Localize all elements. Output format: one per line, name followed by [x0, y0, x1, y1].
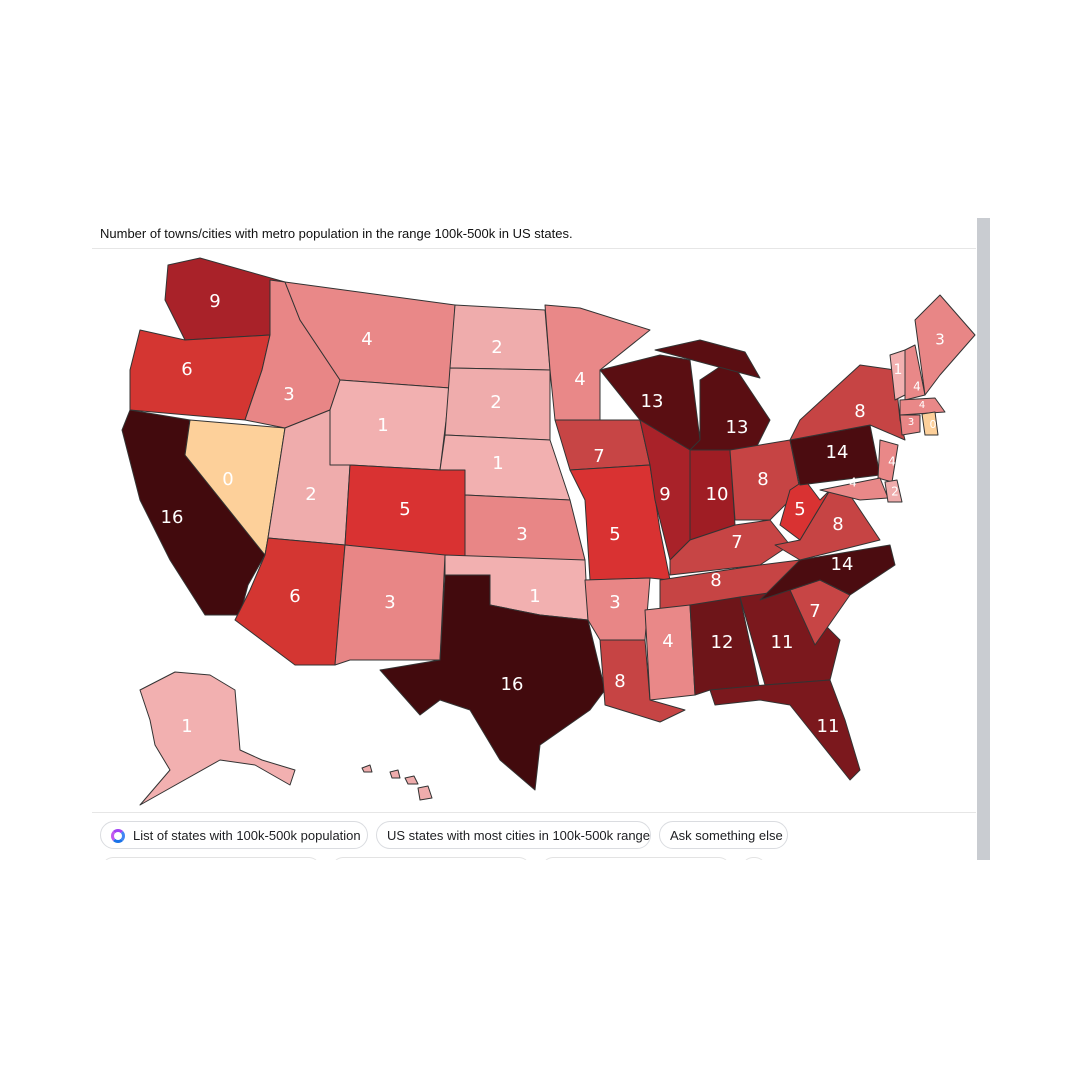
divider — [92, 812, 976, 813]
state-count: 4 — [361, 329, 372, 350]
state — [899, 414, 921, 436]
state-count: 4 — [662, 631, 673, 652]
state-count: 3 — [384, 592, 395, 613]
state-count: 7 — [593, 446, 604, 467]
divider — [92, 248, 976, 249]
chip-label: US states with most cities in 100k-500k … — [387, 828, 651, 843]
state-count: 6 — [181, 359, 192, 380]
background — [0, 860, 1080, 1080]
state-count: 3 — [283, 384, 294, 405]
state-count: 2 — [891, 485, 899, 499]
state — [417, 785, 433, 801]
state — [544, 304, 651, 421]
suggestion-chip[interactable]: US states with most cities in 100k-500k … — [376, 821, 651, 849]
state-count: 9 — [209, 291, 220, 312]
state-count: 5 — [399, 499, 410, 520]
state — [129, 329, 271, 421]
state-count: 4 — [888, 455, 896, 469]
state-count: 2 — [369, 779, 380, 800]
state-count: 11 — [771, 632, 794, 653]
state-count: 8 — [614, 671, 625, 692]
state-count: 12 — [711, 632, 734, 653]
caption: Number of towns/cities with metro popula… — [100, 226, 573, 241]
state — [599, 639, 686, 723]
state-count: 8 — [832, 514, 843, 535]
state-count: 1 — [529, 586, 540, 607]
state — [334, 544, 446, 666]
state — [709, 679, 861, 781]
state-count: 3 — [609, 592, 620, 613]
state — [361, 764, 373, 773]
state — [729, 439, 801, 521]
state-count: 7 — [731, 532, 742, 553]
state-count: 4 — [574, 369, 585, 390]
state — [914, 294, 976, 396]
state-count: 9 — [659, 484, 670, 505]
state-count: 0 — [222, 469, 233, 490]
state-count: 14 — [831, 554, 854, 575]
state-count: 3 — [908, 417, 914, 428]
state — [644, 604, 696, 701]
state — [884, 479, 903, 503]
state-count: 5 — [609, 524, 620, 545]
state-count: 1 — [894, 362, 903, 378]
state-count: 4 — [913, 380, 921, 394]
state-count: 7 — [809, 601, 820, 622]
state-count: 10 — [706, 484, 729, 505]
suggestion-chip[interactable]: List of states with 100k-500k population — [100, 821, 368, 849]
state-count: 5 — [794, 499, 805, 520]
state-count: 6 — [289, 586, 300, 607]
state — [389, 769, 401, 779]
state-count: 4 — [919, 400, 925, 411]
state — [899, 397, 946, 416]
state-count: 13 — [641, 391, 664, 412]
assistant-icon — [111, 829, 125, 843]
state-count: 0 — [930, 418, 937, 431]
state-count: 3 — [935, 331, 945, 349]
state — [789, 364, 906, 441]
state — [669, 519, 791, 576]
chip-label: Ask something else — [670, 828, 783, 843]
state-count: 16 — [501, 674, 524, 695]
state-count: 8 — [710, 570, 721, 591]
state-count: 13 — [726, 417, 749, 438]
state — [164, 257, 286, 341]
state — [379, 574, 606, 791]
state-count: 8 — [757, 469, 768, 490]
state-count: 16 — [161, 507, 184, 528]
state-count: 2 — [490, 392, 501, 413]
state — [139, 671, 296, 806]
state-count: 1 — [181, 716, 192, 737]
state-count: 1 — [492, 453, 503, 474]
state — [329, 379, 451, 471]
state-count: 8 — [854, 401, 865, 422]
scrollbar — [977, 218, 990, 860]
state — [654, 339, 761, 379]
state-count: 11 — [817, 716, 840, 737]
state-count: 14 — [826, 442, 849, 463]
state-count: 4 — [849, 476, 857, 490]
state — [921, 411, 939, 436]
state-count: 2 — [305, 484, 316, 505]
state — [759, 544, 896, 601]
state-count: 2 — [491, 337, 502, 358]
suggestion-chip[interactable]: Ask something else — [659, 821, 788, 849]
state — [404, 775, 419, 785]
chip-label: List of states with 100k-500k population — [133, 828, 361, 843]
state-count: 3 — [516, 524, 527, 545]
state-count: 1 — [377, 415, 388, 436]
